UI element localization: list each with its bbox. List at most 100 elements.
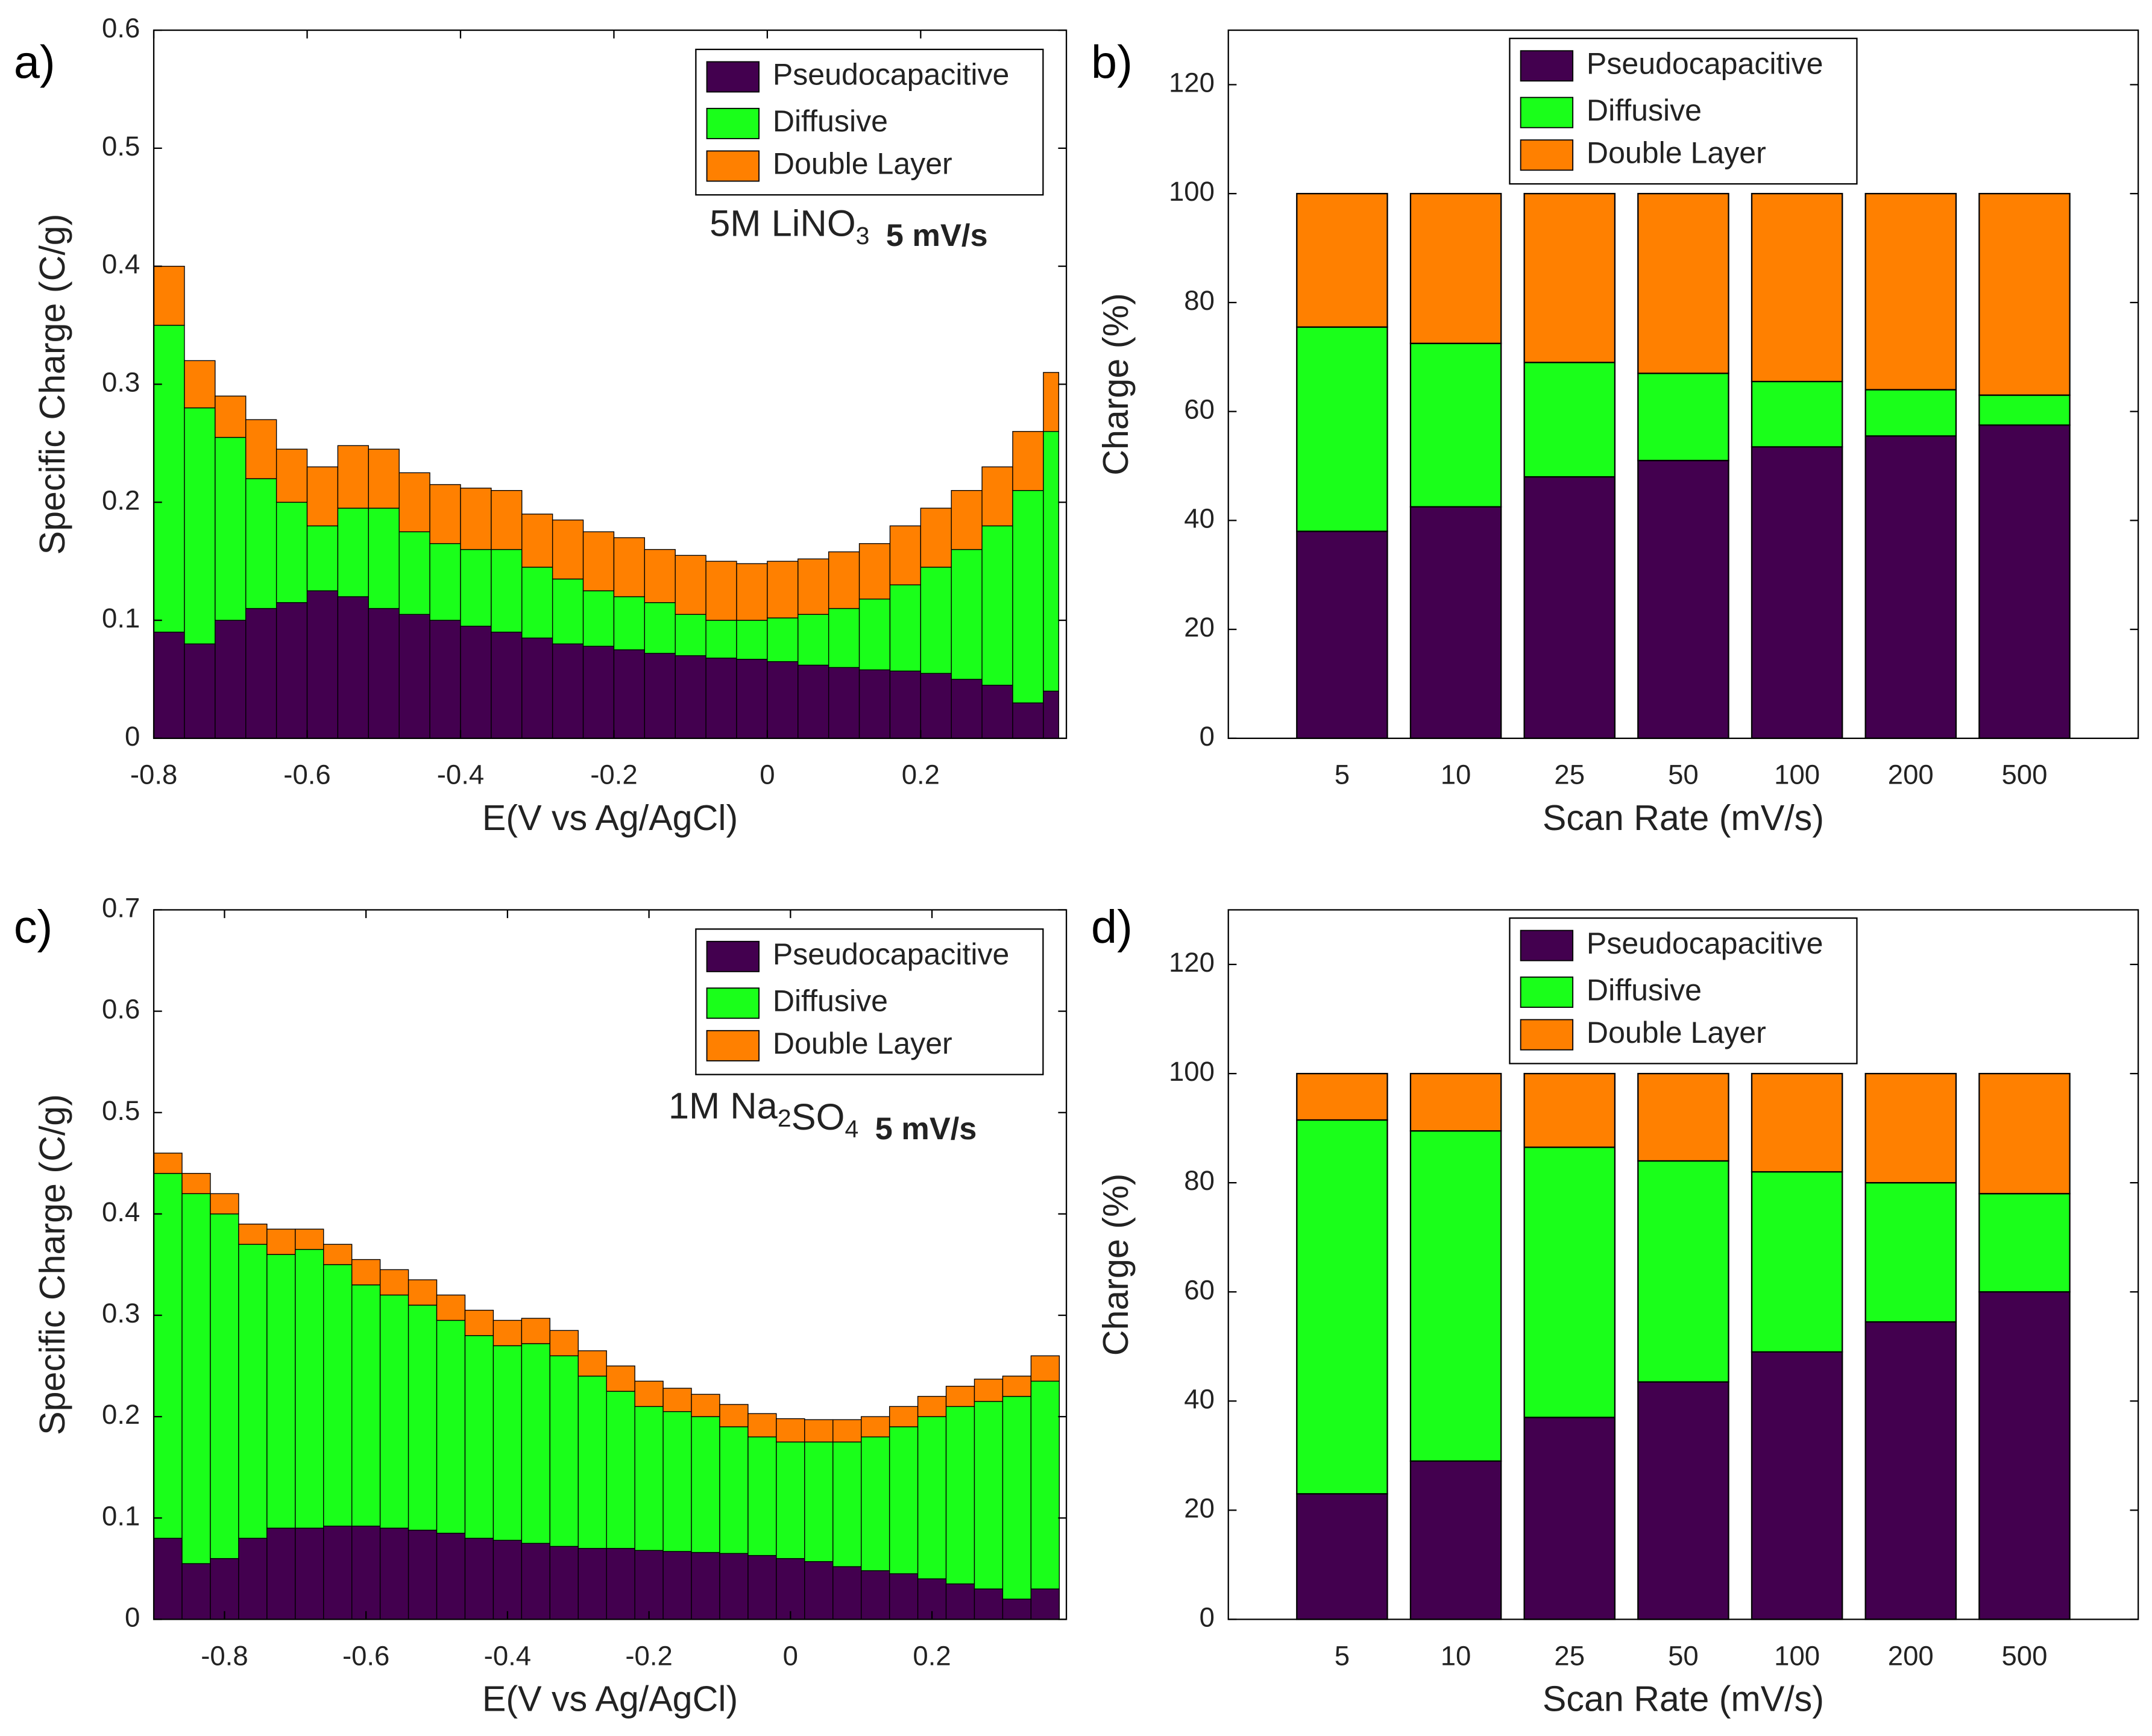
bar-segment xyxy=(464,1335,494,1539)
bar-segment xyxy=(1523,362,1616,478)
y-tick-label: 0.2 xyxy=(102,485,140,515)
bar-segment xyxy=(184,643,216,739)
legend-swatch xyxy=(1520,1019,1574,1051)
bar-segment xyxy=(464,1538,494,1620)
bar-segment xyxy=(577,1376,607,1549)
bar-segment xyxy=(606,1548,635,1620)
bar-segment xyxy=(981,685,1013,739)
bar-segment xyxy=(662,1388,692,1412)
bar-segment xyxy=(889,1426,919,1574)
bar-segment xyxy=(1751,380,1843,448)
bar-segment xyxy=(1030,1355,1060,1382)
x-tick-label: 500 xyxy=(2001,760,2047,790)
annotation-part: 3 xyxy=(856,222,870,250)
bar-segment xyxy=(379,1527,409,1620)
bar-segment xyxy=(1296,193,1388,328)
bar-segment xyxy=(945,1583,975,1620)
bar-segment xyxy=(492,1539,523,1620)
legend-swatch xyxy=(1520,929,1574,961)
y-tick-label: 0.5 xyxy=(102,1095,140,1126)
bar-segment xyxy=(1637,1381,1729,1620)
x-tick-label: 0 xyxy=(783,1640,798,1671)
bar-segment xyxy=(920,567,952,674)
bar-segment xyxy=(613,596,646,650)
bar-segment xyxy=(1637,193,1729,374)
bar-segment xyxy=(275,448,308,503)
bar-segment xyxy=(295,1527,324,1620)
bar-segment xyxy=(210,1193,239,1215)
bar-segment xyxy=(705,561,737,621)
bar-segment xyxy=(1409,1460,1502,1620)
bar-segment xyxy=(951,549,983,680)
bar-segment xyxy=(736,658,768,739)
y-tick-label: 120 xyxy=(1169,67,1215,98)
y-axis-title: Charge (%) xyxy=(1095,293,1136,476)
x-tick-label: -0.6 xyxy=(342,1640,389,1671)
bar-segment xyxy=(521,1343,550,1544)
y-tick-label: 100 xyxy=(1169,1056,1215,1087)
bar-segment xyxy=(832,1566,862,1620)
panel: d) 5 10 25 50 100 200 500 0 20 40 60 80 100 120 Scan Ra… xyxy=(1091,901,2139,1719)
bar-segment xyxy=(215,395,247,438)
bar-segment xyxy=(238,1224,268,1245)
bar-segment xyxy=(492,1319,523,1347)
bar-segment xyxy=(210,1213,239,1559)
legend-label: Double Layer xyxy=(1587,136,1766,169)
bar-segment xyxy=(492,1345,523,1541)
x-tick-label: 25 xyxy=(1554,1640,1585,1671)
x-tick-label: 0.2 xyxy=(913,1640,951,1671)
legend-label: Pseudocapacitive xyxy=(773,58,1010,92)
bar-segment xyxy=(549,1330,579,1356)
bar-segment xyxy=(521,1543,550,1620)
y-tick-label: 100 xyxy=(1169,176,1215,207)
legend-label: Double Layer xyxy=(773,147,952,181)
bar-segment xyxy=(436,1319,466,1534)
bar-segment xyxy=(606,1391,635,1549)
bar-segment xyxy=(1409,1130,1502,1462)
legend-swatch xyxy=(1520,50,1574,82)
bar-segment xyxy=(832,1419,862,1442)
panel: b) 5 10 25 50 100 200 500 0 20 40 60 80 100 120 Scan Ra… xyxy=(1091,29,2139,838)
bar-segment xyxy=(889,525,922,586)
bar-segment xyxy=(1296,326,1388,532)
bar-segment xyxy=(1030,1380,1060,1590)
y-tick-label: 80 xyxy=(1184,1165,1215,1196)
bar-segment xyxy=(691,1416,720,1553)
bar-segment xyxy=(1296,530,1388,739)
legend-swatch xyxy=(706,107,760,139)
y-tick-label: 0.5 xyxy=(102,131,140,162)
bar-segment xyxy=(552,519,584,580)
bar-segment xyxy=(1637,459,1729,739)
bar-segment xyxy=(945,1406,975,1585)
y-tick-label: 20 xyxy=(1184,1492,1215,1523)
bar-segment xyxy=(429,543,461,621)
bar-segment xyxy=(691,1394,720,1417)
bar-segment xyxy=(1864,193,1957,391)
bar-segment xyxy=(549,1546,579,1620)
bar-segment xyxy=(981,466,1013,527)
bar-segment xyxy=(974,1401,1004,1590)
plot-frame xyxy=(153,29,1068,739)
bar-segment xyxy=(1409,1072,1502,1132)
y-axis-title: Specific Charge (C/g) xyxy=(32,1094,72,1435)
y-tick-label: 40 xyxy=(1184,503,1215,533)
bar-segment xyxy=(951,679,983,739)
bar-segment xyxy=(1978,1291,2071,1620)
bar-segment xyxy=(889,584,922,671)
bar-segment xyxy=(804,1561,834,1620)
y-tick-label: 0.4 xyxy=(102,249,140,280)
bar-segment xyxy=(705,620,737,659)
bar-segment xyxy=(1864,1321,1957,1620)
bar-segment xyxy=(184,407,216,644)
bar-segment xyxy=(798,558,829,615)
bar-segment xyxy=(215,620,247,739)
y-tick-label: 20 xyxy=(1184,612,1215,643)
bar-segment xyxy=(798,664,829,739)
bar-segment xyxy=(460,626,492,739)
bar-segment xyxy=(210,1558,239,1620)
bar-segment xyxy=(306,525,339,591)
bar-segment xyxy=(436,1294,466,1321)
x-axis-title: E(V vs Ag/AgCl) xyxy=(482,1679,738,1719)
bar-segment xyxy=(644,653,676,739)
bar-segment xyxy=(804,1441,834,1562)
